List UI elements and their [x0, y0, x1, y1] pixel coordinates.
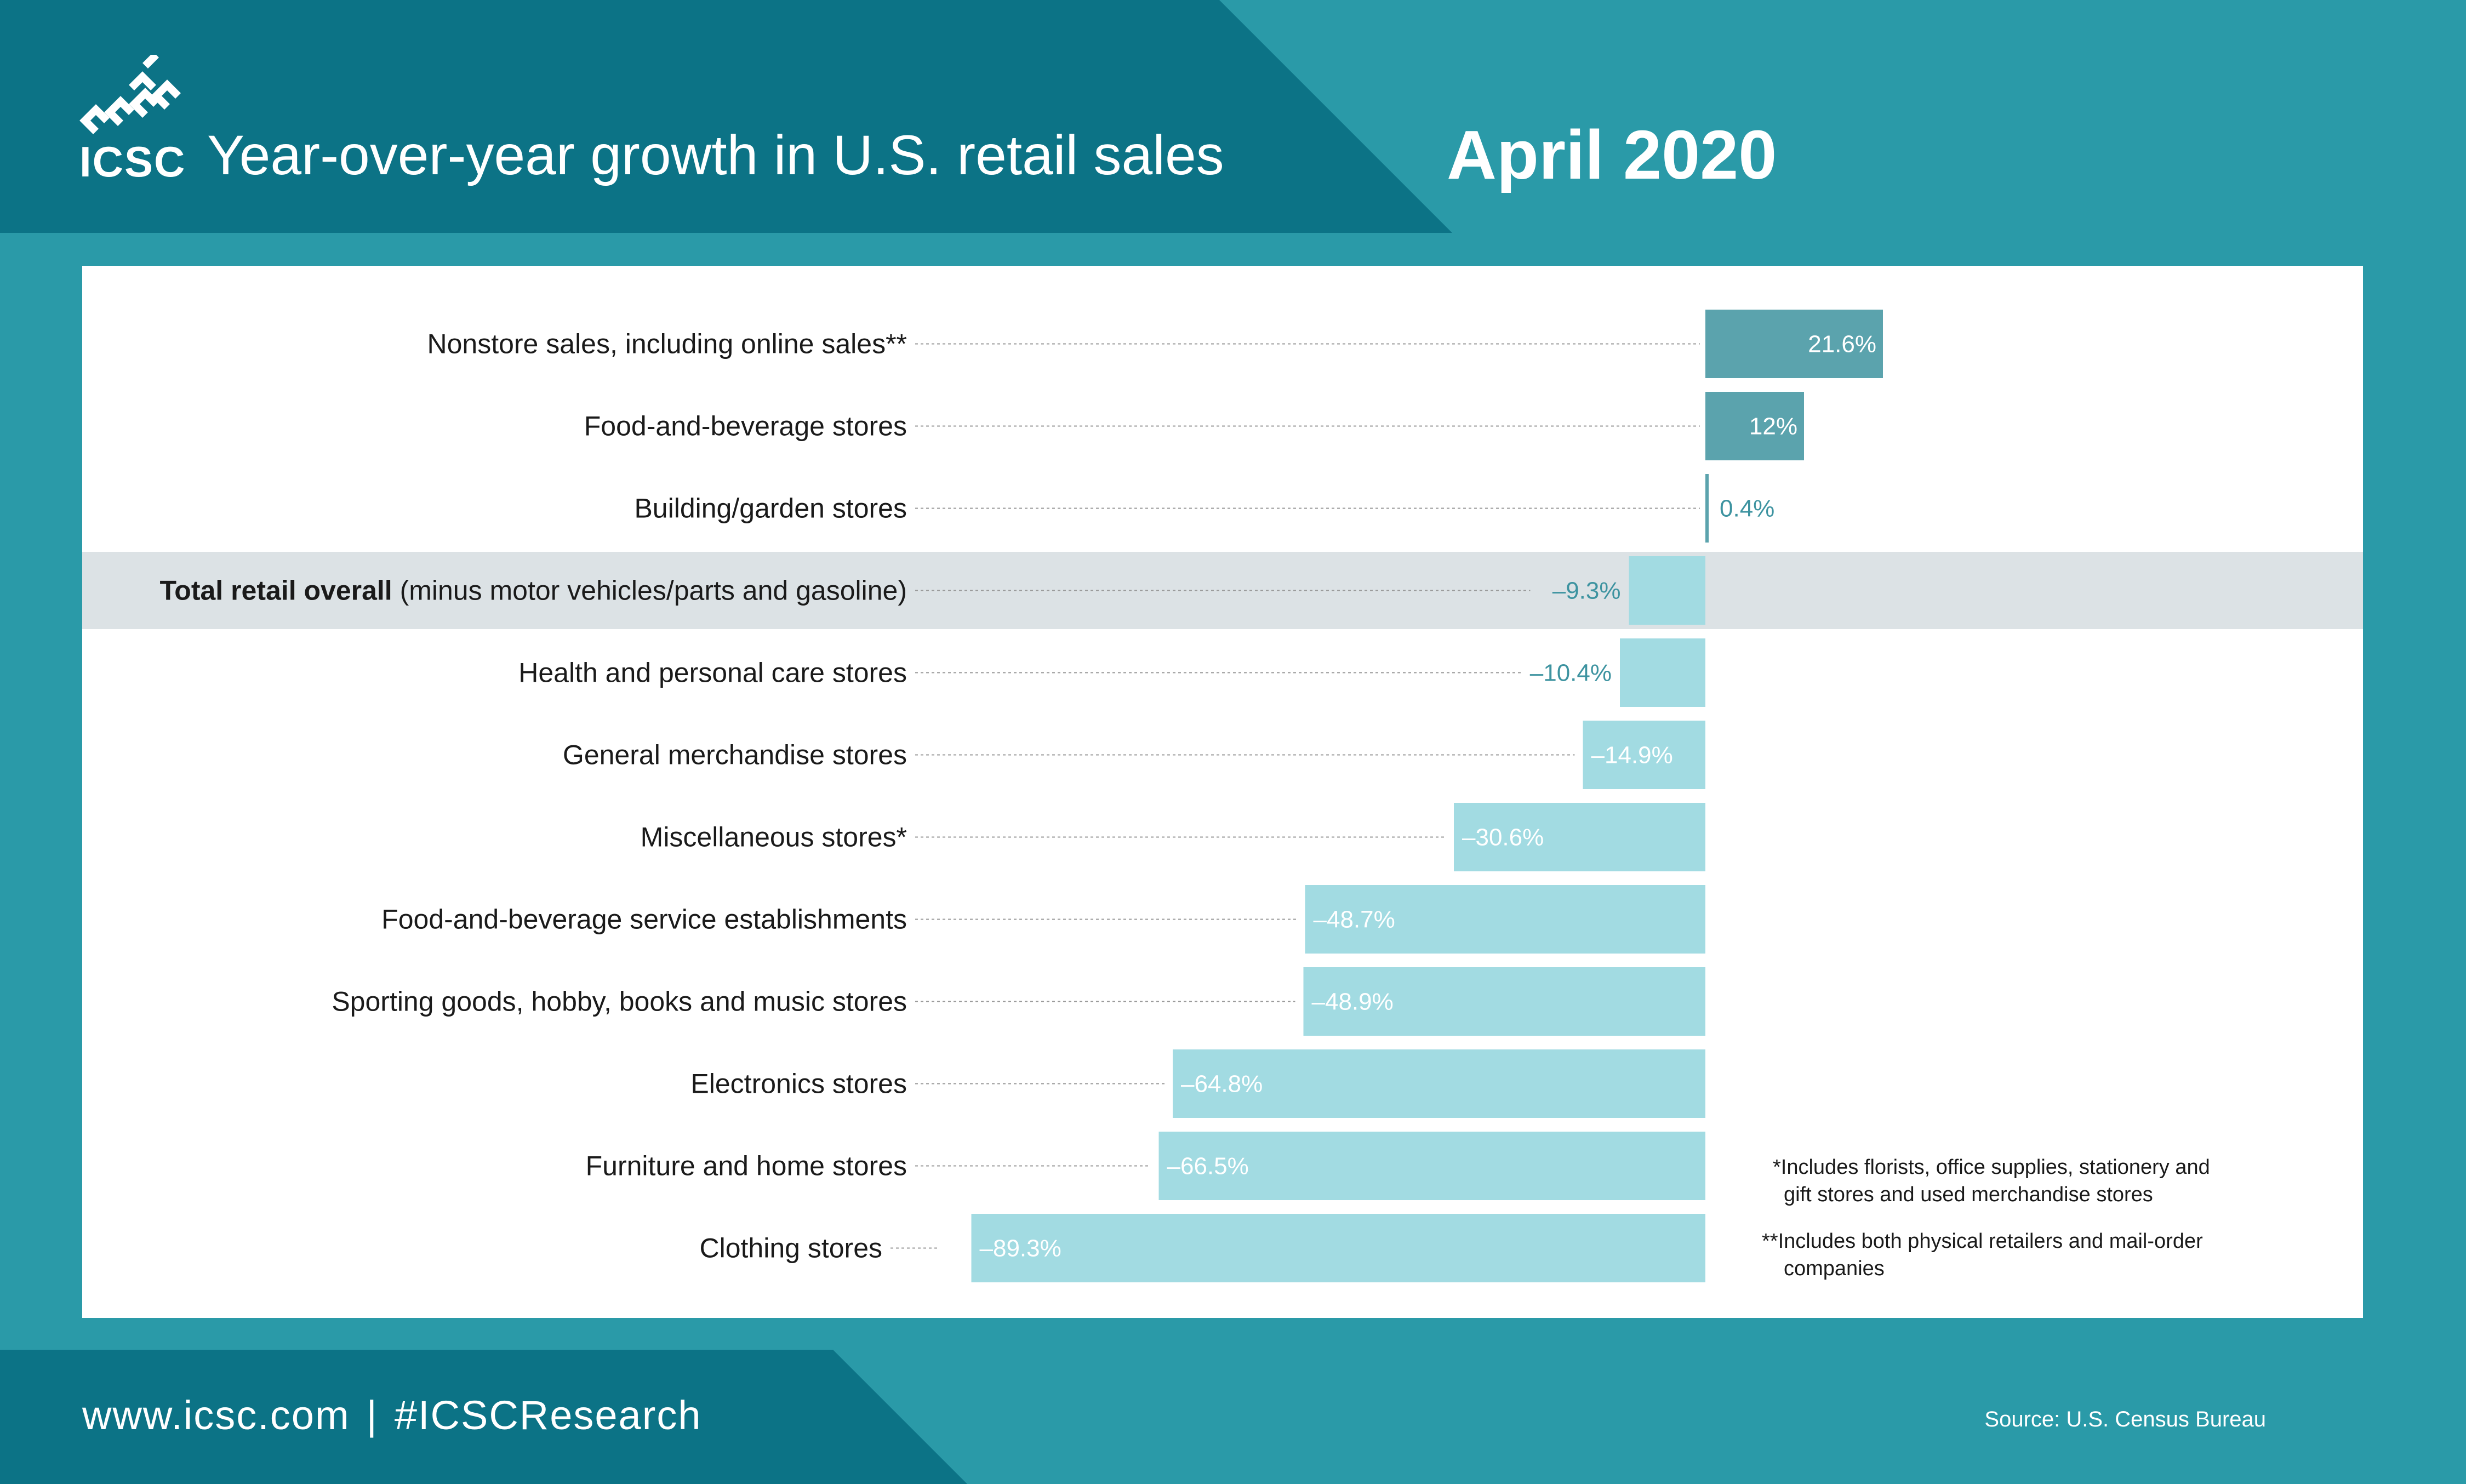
footnote-nonstore-line1: **Includes both physical retailers and m…	[1762, 1230, 2203, 1253]
footnote-misc-line2: gift stores and used merchandise stores	[1784, 1183, 2153, 1206]
value-label: –66.5%	[1167, 1153, 1249, 1180]
icsc-logo-icon	[79, 55, 181, 134]
footnote-misc-line1: *Includes florists, office supplies, sta…	[1773, 1156, 2210, 1179]
category-label: Health and personal care stores	[518, 658, 907, 688]
footnote-nonstore: **Includes both physical retailers and m…	[1762, 1228, 2203, 1282]
bar	[1158, 1132, 1705, 1200]
bar	[1173, 1049, 1705, 1118]
value-label: 21.6%	[1808, 331, 1876, 358]
bar	[1305, 885, 1705, 954]
bar	[1705, 392, 1804, 460]
value-label: 0.4%	[1720, 495, 1774, 522]
value-label: –14.9%	[1591, 742, 1673, 769]
bar	[1620, 638, 1705, 707]
category-label: Sporting goods, hobby, books and music s…	[332, 986, 907, 1017]
value-label: –48.9%	[1312, 989, 1394, 1015]
category-label: Food-and-beverage service establishments	[381, 904, 907, 935]
value-label: –89.3%	[980, 1235, 1061, 1262]
value-label: –48.7%	[1314, 906, 1395, 933]
footer-separator: |	[366, 1392, 378, 1438]
bar	[971, 1214, 1705, 1282]
category-label: Food-and-beverage stores	[584, 411, 907, 442]
category-label: Building/garden stores	[634, 493, 907, 524]
page-title: Year-over-year growth in U.S. retail sal…	[207, 124, 1224, 186]
footer-banner	[0, 1350, 967, 1484]
value-label: 12%	[1749, 413, 1797, 440]
category-label: Furniture and home stores	[586, 1151, 907, 1182]
footnote-misc: *Includes florists, office supplies, sta…	[1773, 1154, 2210, 1208]
footnote-nonstore-line2: companies	[1784, 1257, 1885, 1280]
value-label: –10.4%	[1530, 660, 1612, 687]
hashtag-link[interactable]: #ICSCResearch	[394, 1392, 702, 1438]
footer-links: www.icsc.com | #ICSCResearch	[82, 1392, 702, 1439]
value-label: –9.3%	[1552, 578, 1621, 604]
logo-text: ICSC	[79, 138, 186, 186]
bar	[1629, 556, 1705, 625]
header-banner	[0, 0, 1452, 233]
category-label: Total retail overall (minus motor vehicl…	[159, 575, 907, 606]
category-label: General merchandise stores	[563, 740, 907, 770]
bar	[1303, 967, 1705, 1036]
bar	[1583, 721, 1705, 789]
category-label: Nonstore sales, including online sales**	[427, 329, 907, 359]
website-link[interactable]: www.icsc.com	[82, 1392, 350, 1438]
category-label: Clothing stores	[700, 1233, 883, 1264]
source-label: Source: U.S. Census Bureau	[1984, 1407, 2266, 1431]
value-label: –64.8%	[1181, 1071, 1263, 1098]
bar	[1705, 310, 1883, 378]
bar	[1705, 474, 1709, 543]
date-label: April 2020	[1447, 116, 1777, 193]
category-label: Electronics stores	[690, 1069, 907, 1099]
bar	[1454, 803, 1705, 871]
category-label: Miscellaneous stores*	[641, 822, 907, 853]
value-label: –30.6%	[1462, 824, 1544, 851]
